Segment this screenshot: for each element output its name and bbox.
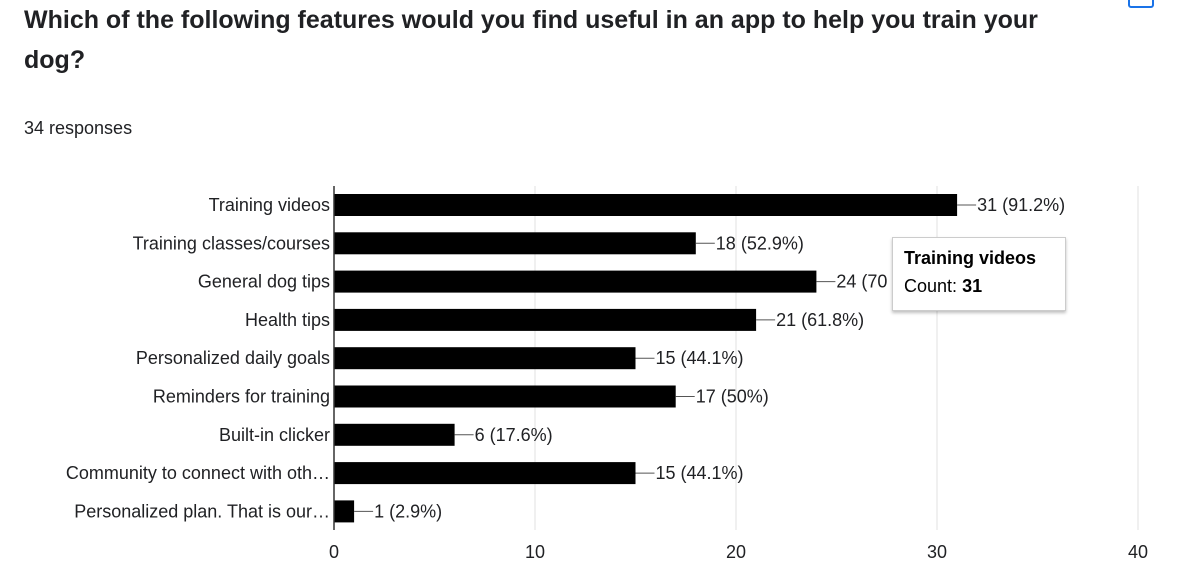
bar [334, 308, 757, 331]
category-label: Personalized plan. That is our… [74, 501, 330, 521]
x-tick-label: 40 [1128, 542, 1148, 562]
category-label: Built-in clicker [219, 425, 330, 445]
question-title: Which of the following features would yo… [24, 6, 1038, 74]
tooltip-count-value: 31 [962, 276, 983, 296]
bar [334, 462, 636, 485]
data-label: 6 (17.6%) [475, 425, 553, 445]
bar [334, 232, 696, 255]
tooltip-title: Training videos [904, 248, 1037, 268]
data-label: 31 (91.2%) [977, 195, 1065, 215]
chart-tooltip: Training videos Count: 31 [892, 237, 1066, 311]
tooltip-count: Count: 31 [904, 276, 982, 297]
data-label: 15 (44.1%) [656, 348, 744, 368]
bar [334, 194, 958, 216]
category-label: Training classes/courses [133, 233, 330, 253]
bar [334, 385, 676, 408]
data-label: 24 (70 [836, 272, 887, 292]
data-label: 21 (61.8%) [776, 310, 864, 330]
tooltip-count-label: Count: [904, 276, 958, 296]
category-label: General dog tips [198, 272, 330, 292]
x-tick-label: 0 [329, 542, 339, 562]
x-tick-label: 20 [726, 542, 746, 562]
category-label: Personalized daily goals [136, 348, 330, 368]
copy-chart-icon[interactable] [1128, 0, 1154, 8]
bar [334, 423, 455, 446]
bar [334, 270, 817, 293]
bar [334, 347, 636, 370]
data-label: 17 (50%) [696, 387, 769, 407]
category-label: Health tips [245, 310, 330, 330]
x-tick-label: 10 [525, 542, 545, 562]
x-tick-label: 30 [927, 542, 947, 562]
data-label: 1 (2.9%) [374, 501, 442, 521]
category-label: Training videos [209, 195, 330, 215]
response-count: 34 responses [24, 118, 133, 138]
data-label: 18 (52.9%) [716, 233, 804, 253]
bar [334, 500, 355, 523]
category-label: Reminders for training [153, 387, 330, 407]
data-label: 15 (44.1%) [656, 463, 744, 483]
category-label: Community to connect with oth… [66, 463, 330, 483]
